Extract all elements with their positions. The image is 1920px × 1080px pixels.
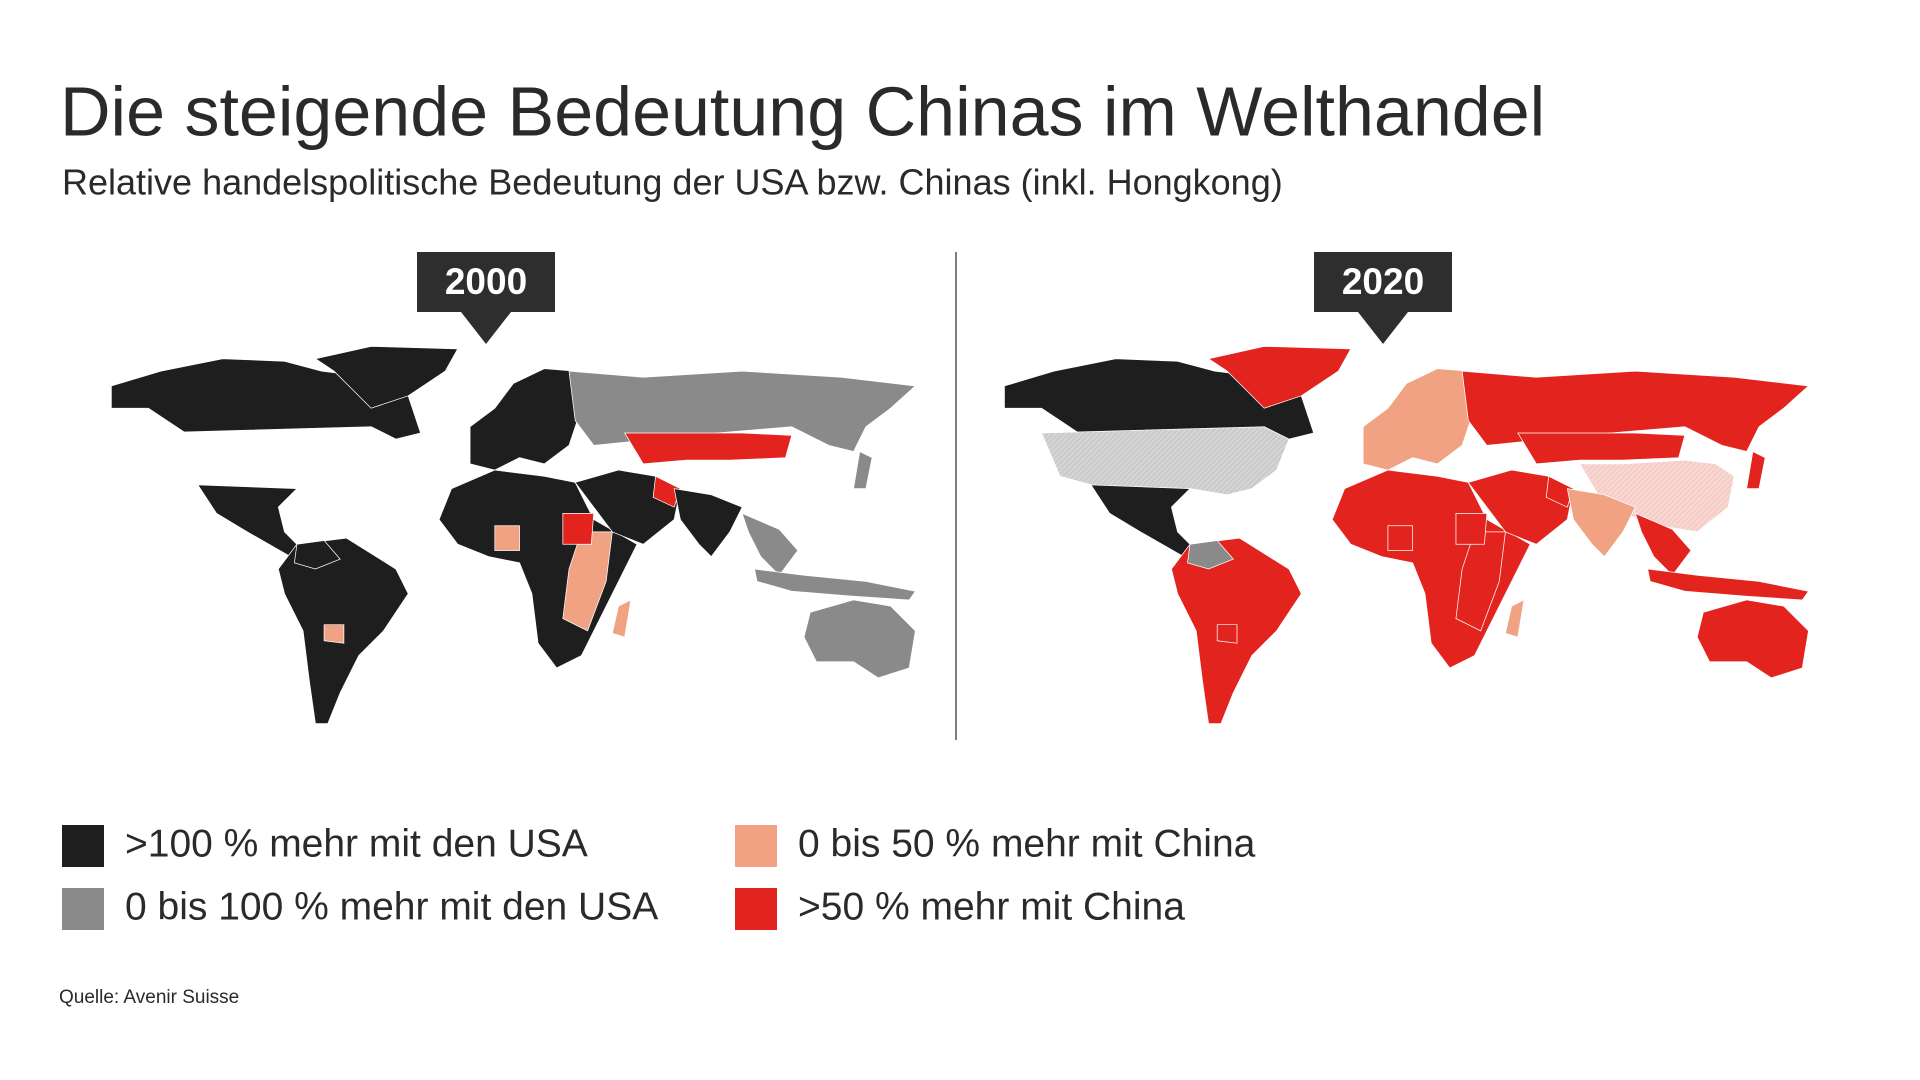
source: Quelle: Avenir Suisse	[59, 987, 239, 1008]
world-map	[110, 345, 917, 725]
country-region	[1362, 368, 1475, 471]
year-badge	[1314, 252, 1452, 344]
country-region	[1545, 475, 1574, 508]
country-region	[673, 488, 743, 558]
legend-label: 0 bis 50 % mehr mit China	[798, 822, 1256, 865]
country-region	[293, 540, 341, 570]
country-region	[853, 450, 873, 489]
country-region	[1455, 512, 1488, 545]
subtitle: Relative handelspolitische Bedeutung der…	[62, 162, 1283, 203]
country-region	[754, 568, 917, 601]
country-region	[624, 432, 793, 465]
year-label: 2020	[1342, 261, 1424, 302]
country-region	[568, 370, 917, 452]
country-region	[1566, 488, 1636, 558]
country-region	[1216, 624, 1238, 644]
legend-swatch	[62, 888, 104, 930]
country-region	[611, 599, 632, 638]
world-map	[1004, 345, 1810, 725]
country-region	[1517, 432, 1686, 465]
country-region	[1504, 599, 1525, 638]
legend-label: >50 % mehr mit China	[798, 885, 1185, 928]
country-region	[1461, 370, 1810, 452]
country-region	[562, 512, 595, 545]
year-badge	[417, 252, 555, 344]
country-region	[323, 624, 345, 644]
country-region	[1387, 525, 1414, 551]
country-region	[147, 426, 397, 496]
country-region	[197, 484, 304, 558]
country-region	[1187, 540, 1234, 570]
year-label: 2000	[445, 261, 527, 302]
legend-swatch	[735, 888, 777, 930]
country-region	[1696, 599, 1809, 679]
title: Die steigende Bedeutung Chinas im Weltha…	[60, 72, 1545, 150]
country-region	[1090, 484, 1197, 558]
country-region	[314, 345, 459, 409]
country-region	[1647, 568, 1810, 601]
legend-swatch	[62, 825, 104, 867]
country-region	[494, 525, 520, 551]
country-region	[652, 475, 681, 508]
country-region	[803, 599, 916, 679]
country-region	[1746, 450, 1766, 489]
country-region	[469, 368, 582, 471]
country-region	[1040, 426, 1290, 496]
legend-swatch	[735, 825, 777, 867]
country-region	[1207, 345, 1352, 409]
legend-label: >100 % mehr mit den USA	[125, 822, 588, 865]
legend-label: 0 bis 100 % mehr mit den USA	[125, 885, 658, 928]
